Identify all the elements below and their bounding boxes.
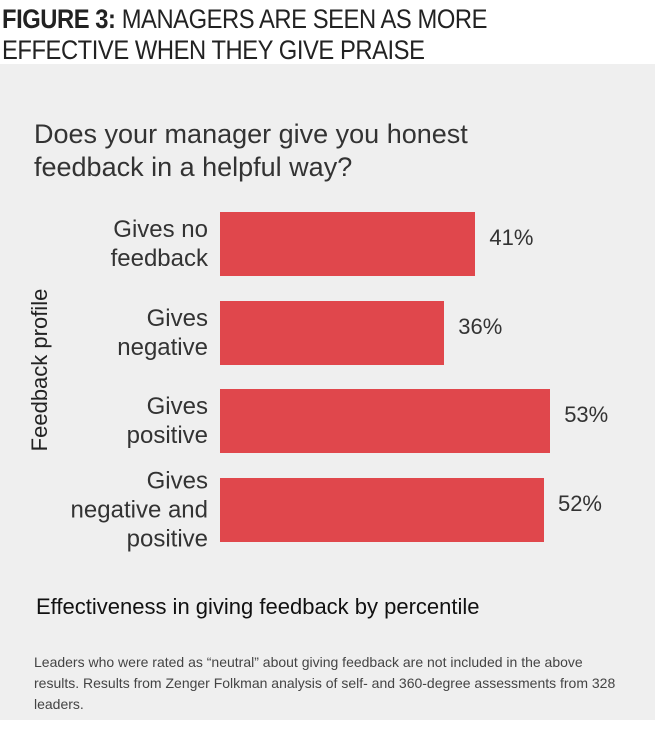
title-text: MANAGERS ARE SEEN AS MORE EFFECTIVE WHEN… (2, 4, 488, 65)
bar (220, 389, 551, 454)
category-label: Gives no feedback (110, 216, 208, 272)
subtitle: Does your manager give you honest feedba… (34, 119, 468, 182)
value-label: 36% (458, 313, 503, 339)
value-label: 53% (564, 402, 609, 428)
category-label: Gives positive (126, 393, 208, 450)
footnote: Leaders who were rated as “neutral” abou… (34, 654, 616, 712)
bar (220, 300, 445, 365)
category-label: Gives negative (117, 304, 208, 361)
chart-title: FIGURE 3: MANAGERS ARE SEEN AS MORE EFFE… (2, 4, 618, 66)
bar (220, 478, 544, 543)
value-label: 52% (557, 491, 602, 517)
bar (220, 212, 476, 276)
x-axis-label: Effectiveness in giving feedback by perc… (36, 594, 480, 619)
title-label: FIGURE 3: (2, 4, 116, 34)
value-label: 41% (489, 225, 534, 250)
category-label: Gives negative and positive (70, 467, 208, 553)
